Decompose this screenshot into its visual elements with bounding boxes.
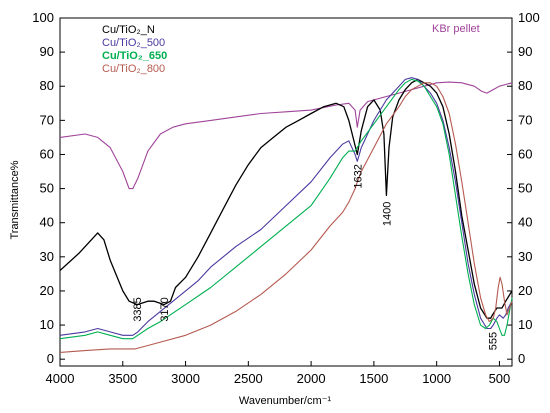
legend-entry-1: Cu/TiO₂_N	[102, 24, 155, 36]
y-tick-label-left: 50	[40, 181, 54, 196]
y-tick-label-left: 30	[40, 249, 54, 264]
y-tick-label-left: 70	[40, 112, 54, 127]
series-line-4	[59, 82, 513, 353]
y-tick-label-left: 20	[40, 283, 54, 298]
x-tick-label: 2500	[234, 371, 263, 386]
legend-entry-4: Cu/TiO₂_800	[102, 63, 165, 75]
series-line-2	[59, 77, 513, 336]
y-tick-label-right: 40	[518, 215, 532, 230]
y-tick-label-left: 100	[32, 10, 54, 25]
y-tick-label-left: 60	[40, 146, 54, 161]
annotation-1400: 1400	[381, 202, 393, 226]
y-tick-label-right: 30	[518, 249, 532, 264]
y-tick-label-right: 70	[518, 112, 532, 127]
y-tick-label-right: 10	[518, 317, 532, 332]
series-line-3	[59, 78, 513, 340]
y-tick-label-right: 0	[518, 351, 525, 366]
y-tick-label-right: 60	[518, 146, 532, 161]
y-tick-label-left: 90	[40, 44, 54, 59]
y-axis-right: 0 10 20 30 40 50 60 70 80 90 100	[507, 10, 540, 366]
legend-entry-3: Cu/TiO₂_650	[102, 50, 167, 62]
series-lines	[59, 77, 513, 353]
legend: Cu/TiO₂_NCu/TiO₂_500Cu/TiO₂_650Cu/TiO₂_8…	[102, 23, 480, 75]
annotations: 3385 3170 1632 1400 555	[132, 164, 499, 350]
plot-frame	[59, 17, 513, 367]
y-tick-label-left: 10	[40, 317, 54, 332]
annotation-3385: 3385	[132, 297, 144, 321]
y-tick-label-right: 20	[518, 283, 532, 298]
x-tick-label: 1500	[359, 371, 388, 386]
x-tick-label: 1000	[422, 371, 451, 386]
y-tick-label-right: 100	[518, 10, 540, 25]
y-axis-label: Transmittance%	[9, 160, 21, 239]
y-tick-label-right: 80	[518, 78, 532, 93]
annotation-555: 555	[488, 332, 500, 350]
x-axis-label: Wavenumber/cm⁻¹	[239, 395, 332, 407]
y-tick-label-left: 40	[40, 215, 54, 230]
y-axis-left: 0 10 20 30 40 50 60 70 80 90 100	[32, 10, 65, 366]
series-line-0	[59, 81, 513, 190]
plot-border	[59, 17, 513, 367]
x-tick-label: 500	[489, 371, 511, 386]
x-tick-label: 3500	[108, 371, 137, 386]
x-tick-label: 2000	[297, 371, 326, 386]
x-tick-label: 4000	[46, 371, 75, 386]
y-tick-label-right: 50	[518, 181, 532, 196]
series-line-1	[59, 78, 513, 319]
legend-entry-0: KBr pellet	[432, 23, 480, 35]
y-tick-label-left: 80	[40, 78, 54, 93]
annotation-1632: 1632	[352, 164, 364, 188]
y-tick-label-left: 0	[47, 351, 54, 366]
y-tick-label-right: 90	[518, 44, 532, 59]
x-axis: 4000 3500 3000 2500 2000 1500 1000 500	[46, 361, 511, 386]
annotation-3170: 3170	[159, 297, 171, 321]
legend-entry-2: Cu/TiO₂_500	[102, 37, 165, 49]
x-tick-label: 3000	[171, 371, 200, 386]
